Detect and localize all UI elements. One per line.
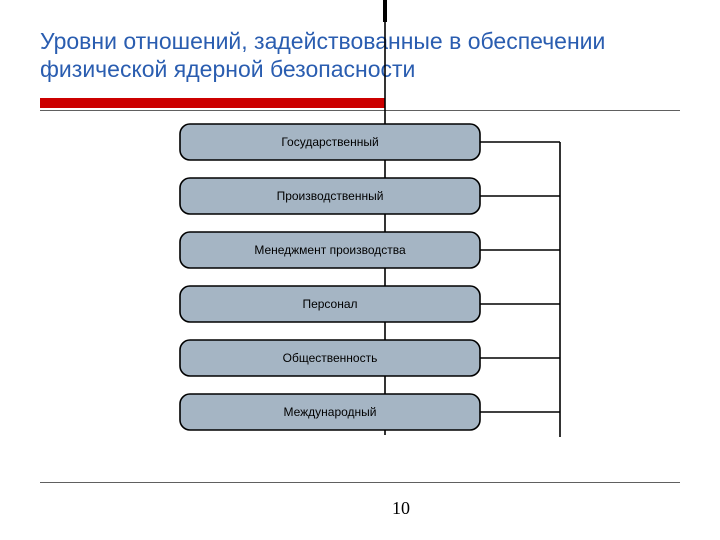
level-label: Международный xyxy=(283,405,376,419)
page-number: 10 xyxy=(392,498,410,519)
levels-diagram: Государственный Производственный Менеджмен… xyxy=(0,0,720,540)
level-boxes-group: Государственный Производственный Менеджмен… xyxy=(180,124,560,430)
level-label: Персонал xyxy=(302,297,357,311)
level-label: Менеджмент производства xyxy=(254,243,406,257)
level-label: Общественность xyxy=(283,351,378,365)
level-label: Государственный xyxy=(281,135,378,149)
level-label: Производственный xyxy=(277,189,384,203)
slide: Уровни отношений, задействованные в обес… xyxy=(0,0,720,540)
